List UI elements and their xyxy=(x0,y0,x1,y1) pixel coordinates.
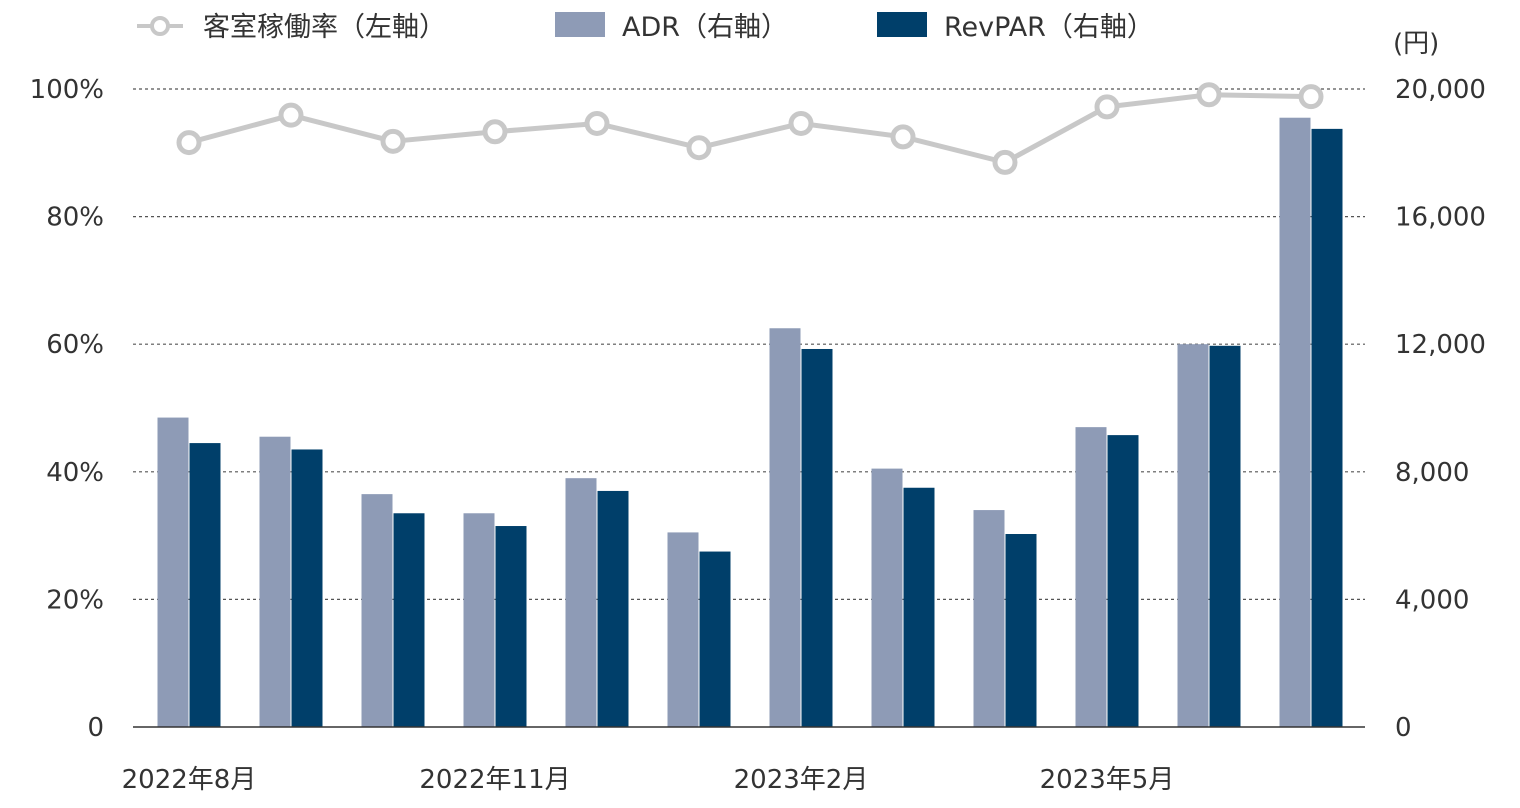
legend-adr-label: ADR（右軸） xyxy=(622,12,788,43)
occupancy-point xyxy=(278,102,304,128)
occupancy-point xyxy=(890,124,916,150)
bar-adr xyxy=(871,468,903,727)
x-tick-label: 2022年8月 xyxy=(122,765,257,795)
occupancy-point xyxy=(1196,82,1222,108)
y-left-tick-label: 60% xyxy=(46,330,104,360)
y-right-tick-label: 0 xyxy=(1395,713,1412,743)
legend: 客室稼働率（左軸） ADR（右軸） RevPAR（右軸） xyxy=(137,12,1154,43)
bar-adr xyxy=(1177,344,1209,727)
occupancy-point xyxy=(686,135,712,161)
y-right-unit-label: (円) xyxy=(1393,29,1439,59)
y-left-tick-label: 0 xyxy=(87,713,104,743)
occupancy-line xyxy=(176,82,1324,175)
bar-adr xyxy=(769,328,801,727)
y-left-tick-label: 80% xyxy=(46,203,104,233)
bar-adr xyxy=(667,532,699,727)
bar-adr xyxy=(157,417,189,727)
y-right-tick-label: 16,000 xyxy=(1395,203,1486,233)
legend-revpar-label: RevPAR（右軸） xyxy=(944,12,1154,43)
occupancy-point xyxy=(1094,94,1120,120)
y-left-tick-label: 20% xyxy=(46,585,104,615)
gridlines xyxy=(133,88,1365,601)
occupancy-point xyxy=(482,119,508,145)
occupancy-line-path xyxy=(188,92,1312,165)
bars xyxy=(157,117,1343,727)
y-right-tick-label: 4,000 xyxy=(1395,585,1469,615)
axes: 0 20% 40% 60% 80% 100% 0 4,000 8,000 12,000 16,000… xyxy=(30,29,1486,795)
bar-revpar xyxy=(1209,345,1241,727)
y-left-tick-label: 100% xyxy=(30,75,104,105)
bar-adr xyxy=(1279,117,1311,727)
y-right-tick-label: 12,000 xyxy=(1395,330,1486,360)
legend-revpar-swatch xyxy=(877,12,927,37)
bar-revpar xyxy=(699,551,731,727)
bar-revpar xyxy=(597,490,629,727)
occupancy-point xyxy=(584,110,610,136)
bar-revpar xyxy=(495,526,527,727)
x-tick-label: 2022年11月 xyxy=(419,765,570,795)
occupancy-point xyxy=(176,130,202,156)
y-right-tick-label: 8,000 xyxy=(1395,458,1469,488)
bar-adr xyxy=(361,494,393,727)
x-tick-label: 2023年2月 xyxy=(734,765,869,795)
bar-revpar xyxy=(393,513,425,727)
occupancy-point xyxy=(1298,84,1324,110)
bar-revpar xyxy=(1311,128,1343,727)
legend-occupancy-label: 客室稼働率（左軸） xyxy=(203,12,446,43)
occupancy-point xyxy=(992,149,1018,175)
bar-revpar xyxy=(801,348,833,727)
x-tick-label: 2023年5月 xyxy=(1040,765,1175,795)
bar-adr xyxy=(1075,427,1107,727)
occupancy-point xyxy=(788,110,814,136)
occupancy-point xyxy=(380,128,406,154)
legend-occupancy-marker xyxy=(150,16,170,36)
bar-revpar xyxy=(291,449,323,727)
bar-revpar xyxy=(1107,435,1139,727)
bar-revpar xyxy=(189,443,221,727)
bar-revpar xyxy=(903,487,935,727)
bar-revpar xyxy=(1005,534,1037,727)
y-right-tick-label: 20,000 xyxy=(1395,75,1486,105)
bar-adr xyxy=(565,478,597,727)
bar-adr xyxy=(463,513,495,727)
bar-adr xyxy=(973,510,1005,727)
y-left-tick-label: 40% xyxy=(46,458,104,488)
legend-adr-swatch xyxy=(555,12,605,37)
bar-adr xyxy=(259,436,291,727)
